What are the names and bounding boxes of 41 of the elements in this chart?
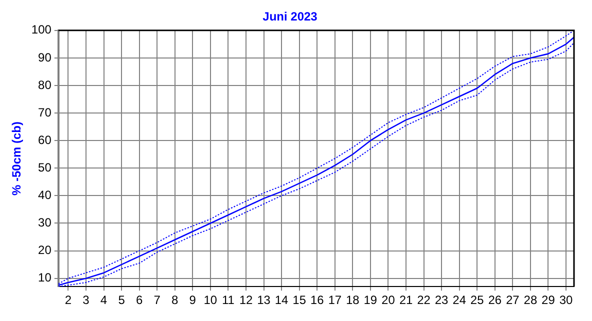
x-tick-label: 7	[154, 293, 161, 308]
x-tick-label: 21	[399, 293, 413, 308]
y-tick-label: 40	[38, 188, 52, 202]
y-tick-label: 20	[38, 243, 52, 258]
x-tick-label: 15	[292, 293, 306, 308]
x-tick-label: 26	[488, 293, 502, 308]
y-axis-title: % -50cm (cb)	[10, 121, 24, 196]
y-tick-label: 80	[38, 78, 52, 92]
y-tick-label: 100	[31, 22, 52, 37]
y-tick-label: 90	[38, 50, 52, 64]
y-tick-label: 30	[38, 216, 52, 230]
x-tick-label: 3	[82, 293, 90, 308]
x-tick-label: 8	[172, 293, 179, 308]
x-tick-label: 23	[434, 293, 449, 308]
x-tick-label: 24	[452, 293, 466, 308]
x-tick-label: 9	[189, 293, 196, 308]
y-tick-label: 60	[38, 132, 52, 147]
x-tick-label: 25	[470, 293, 484, 308]
x-tick-label: 20	[382, 293, 396, 308]
x-tick-label: 10	[204, 293, 218, 308]
x-tick-label: 12	[239, 293, 253, 308]
x-tick-label: 27	[506, 293, 520, 308]
x-tick-label: 16	[310, 293, 324, 308]
y-tick-label: 70	[38, 105, 52, 120]
x-tick-label: 5	[118, 293, 126, 308]
y-tick-label: 50	[38, 160, 52, 174]
x-tick-label: 19	[364, 293, 378, 308]
x-tick-label: 11	[222, 293, 235, 308]
y-tick-label: 10	[38, 270, 52, 285]
x-tick-label: 14	[274, 293, 289, 308]
chart-title: Juni 2023	[262, 10, 318, 24]
x-tick-label: 13	[257, 293, 271, 308]
x-tick-label: 22	[417, 293, 431, 308]
x-tick-label: 2	[64, 293, 72, 308]
x-tick-label: 17	[328, 293, 342, 308]
x-tick-label: 6	[136, 293, 143, 308]
x-tick-label: 30	[559, 293, 573, 308]
x-tick-label: 18	[346, 293, 360, 308]
x-tick-label: 28	[524, 293, 538, 308]
x-tick-label: 29	[542, 293, 556, 308]
x-tick-label: 4	[100, 293, 108, 308]
